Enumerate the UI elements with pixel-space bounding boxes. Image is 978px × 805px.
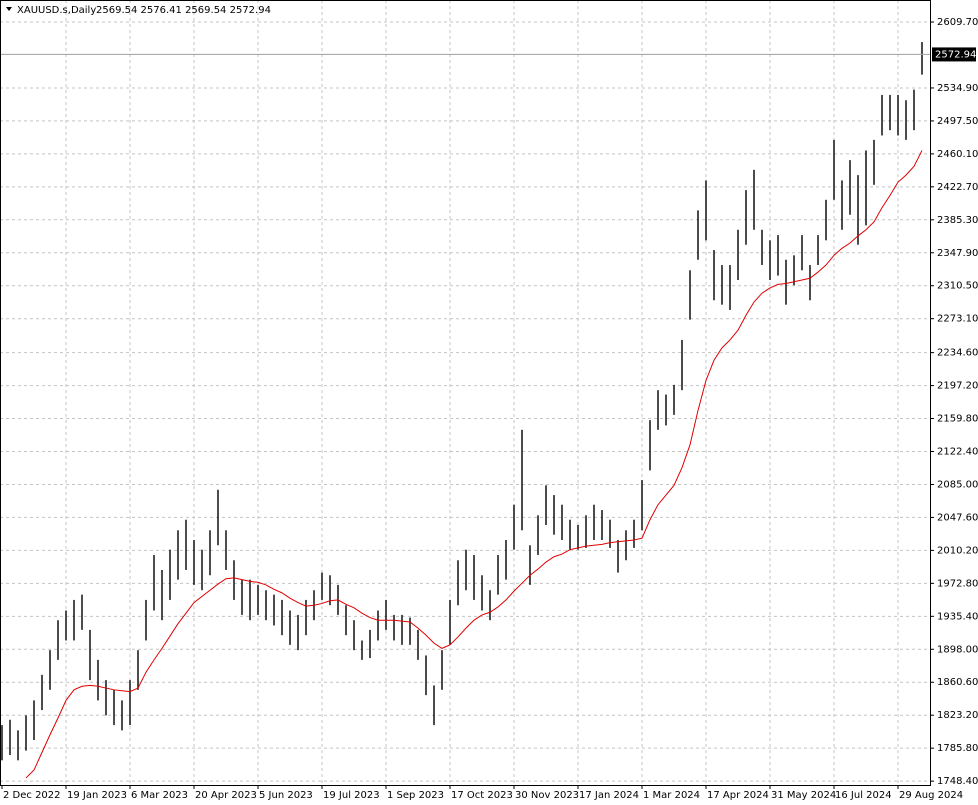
- x-tick-label: 1 Mar 2024: [643, 790, 700, 801]
- last-price-label: 2572.94: [935, 49, 976, 60]
- x-tick-label: 29 Aug 2024: [899, 790, 963, 801]
- y-tick-label: 2497.50: [937, 116, 978, 127]
- y-tick-label: 2159.80: [937, 414, 978, 425]
- y-tick-label: 1860.60: [937, 677, 978, 688]
- ohlc-readout: 2569.54 2576.41 2569.54 2572.94: [96, 5, 271, 16]
- y-tick-label: 1785.80: [937, 743, 978, 754]
- x-tick-label: 19 Jan 2023: [67, 790, 127, 801]
- y-tick-label: 2273.10: [937, 314, 978, 325]
- y-tick-label: 2609.70: [937, 17, 978, 28]
- plot-frame: [0, 0, 931, 786]
- x-tick-label: 2 Dec 2022: [3, 790, 61, 801]
- x-tick-label: 17 Apr 2024: [707, 790, 769, 801]
- y-tick-label: 1898.00: [937, 644, 978, 655]
- y-tick-label: 2122.40: [937, 447, 978, 458]
- chart-title: XAUUSD.s,Daily: [17, 5, 96, 16]
- y-tick-label: 1748.40: [937, 776, 978, 787]
- x-tick-label: 6 Mar 2023: [131, 790, 188, 801]
- x-tick-label: 19 Jul 2023: [323, 790, 380, 801]
- y-tick-label: 2422.70: [937, 182, 978, 193]
- y-tick-label: 1972.80: [937, 578, 978, 589]
- y-tick-label: 2385.30: [937, 215, 978, 226]
- y-tick-label: 1935.40: [937, 611, 978, 622]
- last-price-box: [932, 47, 976, 62]
- y-tick-label: 2047.60: [937, 512, 978, 523]
- y-tick-label: 1823.20: [937, 710, 978, 721]
- y-tick-label: 2347.90: [937, 248, 978, 259]
- x-tick-label: 16 Jul 2024: [835, 790, 892, 801]
- x-tick-label: 31 May 2024: [771, 790, 836, 801]
- x-tick-label: 1 Sep 2023: [387, 790, 444, 801]
- x-tick-label: 17 Oct 2023: [451, 790, 513, 801]
- y-tick-label: 2460.10: [937, 149, 978, 160]
- moving-average: [25, 150, 923, 779]
- y-tick-label: 2197.20: [937, 381, 978, 392]
- y-tick-label: 2534.90: [937, 83, 978, 94]
- x-tick-label: 5 Jun 2023: [259, 790, 313, 801]
- x-tick-label: 20 Apr 2023: [195, 790, 257, 801]
- x-tick-label: 30 Nov 2023: [515, 790, 579, 801]
- plot: [0, 42, 930, 779]
- y-tick-label: 2010.20: [937, 545, 978, 556]
- x-tick-label: 17 Jan 2024: [579, 790, 639, 801]
- axes: 1748.40 1785.80 1823.20 1860.60 1898.00 1935.…: [1, 17, 978, 801]
- y-tick-label: 2085.00: [937, 479, 978, 490]
- y-tick-label: 2234.60: [937, 348, 978, 359]
- collapse-icon[interactable]: [6, 7, 12, 11]
- y-tick-label: 2310.50: [937, 281, 978, 292]
